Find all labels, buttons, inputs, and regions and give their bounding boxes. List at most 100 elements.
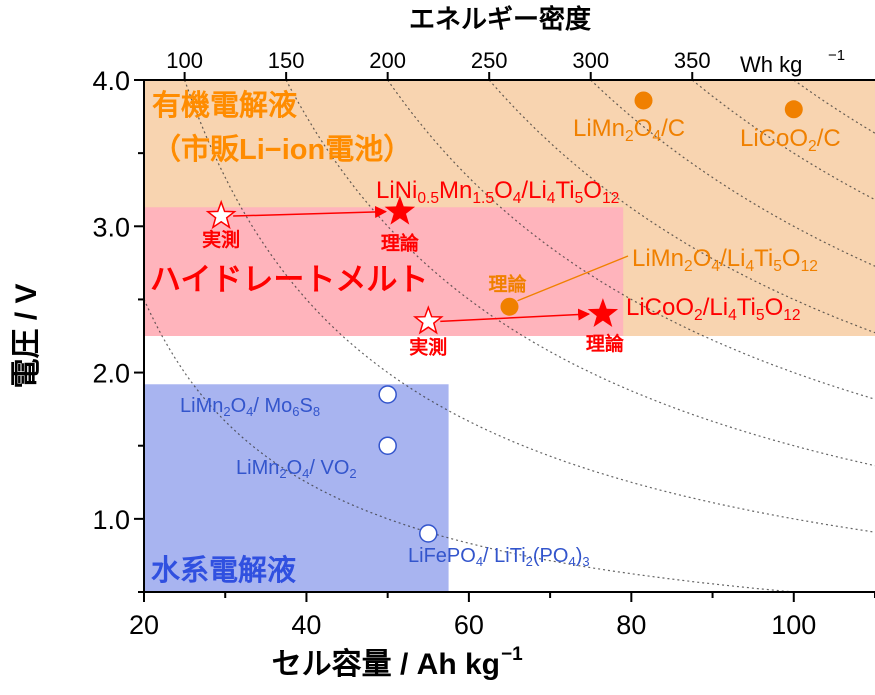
label-part: O (782, 245, 801, 272)
point-label-9: LiFePO4/ LiTi2(PO4)3 (408, 545, 590, 569)
label-part: 2 (808, 138, 817, 155)
point-note-6: 理論 (488, 273, 527, 296)
x-tick-label-2: 60 (454, 610, 484, 640)
label-part: 6 (292, 404, 299, 419)
label-part: 5 (773, 258, 782, 275)
label-part: 0.5 (417, 190, 439, 207)
data-point-5 (587, 298, 619, 327)
label-part: 4 (711, 258, 720, 275)
point-note-4: 実測 (409, 335, 447, 358)
label-part: LiNi (376, 177, 417, 204)
energy-curve-50 (144, 299, 801, 592)
top-tick-label-0: 100 (166, 48, 203, 73)
top-tick-label-3: 250 (471, 48, 508, 73)
point-label-1: LiCoO2/C (740, 125, 841, 155)
x-tick-label-1: 40 (291, 610, 321, 640)
improvement-arrows (233, 205, 629, 323)
label-part: Mn (439, 177, 472, 204)
energy-curve-250 (488, 80, 875, 334)
label-part: O (494, 177, 513, 204)
label-part: 4 (728, 307, 737, 324)
energy-curve-400 (793, 80, 875, 134)
x-tick-label-4: 100 (771, 610, 816, 640)
data-point-9 (419, 524, 438, 543)
label-part: 2 (223, 404, 230, 419)
label-part: 2 (526, 554, 533, 569)
data-point-8 (378, 436, 397, 455)
label-part: LiMn (632, 245, 684, 272)
label-part: 5 (756, 307, 765, 324)
label-part: LiMn (573, 115, 625, 142)
point-label-5: LiCoO2/Li4Ti5O12 (626, 294, 801, 324)
label-part: / LiTi (483, 545, 526, 567)
label-part: 2 (694, 307, 703, 324)
label-part: LiCoO (626, 294, 694, 321)
label-part: /C (661, 115, 685, 142)
arrow-0 (233, 205, 388, 218)
label-part: LiFePO (408, 545, 476, 567)
point-label-8: LiMn2O4/ VO2 (236, 457, 357, 481)
energy-curve-200 (387, 80, 875, 400)
label-part: 4 (302, 466, 309, 481)
label-part: (PO (533, 545, 569, 567)
label-part: /Li (720, 245, 745, 272)
point-note-5: 理論 (586, 332, 625, 355)
label-part: 2 (684, 258, 693, 275)
x-axis-title: セル容量 / Ah kg (272, 648, 500, 681)
label-part: 12 (783, 307, 800, 324)
top-tick-label-1: 150 (268, 48, 305, 73)
point-labels: 有機電解液（市販Li−ion電池）ハイドレートメルト水系電解液LiMn2O4/C… (150, 89, 841, 587)
label-part: /Li (703, 294, 728, 321)
point-note-3: 理論 (381, 232, 420, 255)
point-label-6: LiMn2O4/Li4Ti5O12 (632, 245, 818, 275)
label-part: 4 (745, 258, 754, 275)
data-point-0 (634, 91, 653, 110)
data-point-6 (500, 297, 519, 316)
y-tick-label-0: 1.0 (92, 505, 130, 535)
label-part: S (300, 395, 313, 417)
label-part: O (583, 177, 602, 204)
region-label-1-line-0: ハイドレートメルト (150, 262, 428, 297)
label-part: /C (817, 125, 841, 152)
label-part: Ti (754, 245, 773, 272)
label-part: O (231, 395, 247, 417)
electrolyte-regions (144, 80, 875, 592)
label-part: 4 (652, 128, 661, 145)
data-point-4 (412, 305, 444, 335)
label-part: Ti (737, 294, 756, 321)
x-tick-label-0: 20 (129, 610, 159, 640)
label-part: / VO (309, 457, 349, 479)
point-label-3: LiNi0.5Mn1.5O4/Li4Ti5O12 (376, 177, 619, 207)
label-part: O (693, 245, 712, 272)
label-part: 4 (476, 554, 483, 569)
top-tick-label-4: 300 (572, 48, 609, 73)
data-point-3 (384, 195, 416, 225)
label-part: 4 (547, 190, 556, 207)
top-axis-title: エネルギー密度 (409, 4, 591, 34)
label-part: 2 (279, 466, 286, 481)
label-part: /Li (521, 177, 546, 204)
top-tick-label-5: 350 (674, 48, 711, 73)
label-part: 4 (568, 554, 575, 569)
label-part: LiMn (236, 457, 279, 479)
label-part: Ti (555, 177, 574, 204)
data-points (205, 91, 803, 543)
point-label-0: LiMn2O4/C (573, 115, 685, 145)
y-axis-title: 電圧 / V (10, 283, 43, 388)
region-2 (144, 384, 449, 592)
label-part: 3 (582, 554, 589, 569)
x-tick-label-3: 80 (616, 610, 646, 640)
label-part: 12 (602, 190, 619, 207)
label-part: 1.5 (472, 190, 494, 207)
label-part: / Mo (253, 395, 292, 417)
y-tick-label-3: 4.0 (92, 66, 130, 96)
x-axis-title-sup: −1 (501, 644, 523, 665)
label-part: 2 (349, 466, 356, 481)
label-part: LiCoO (740, 125, 808, 152)
point-note-2: 実測 (202, 228, 240, 251)
label-part: 12 (801, 258, 818, 275)
label-part: O (765, 294, 784, 321)
top-axis-unit: Wh kg (740, 52, 802, 77)
